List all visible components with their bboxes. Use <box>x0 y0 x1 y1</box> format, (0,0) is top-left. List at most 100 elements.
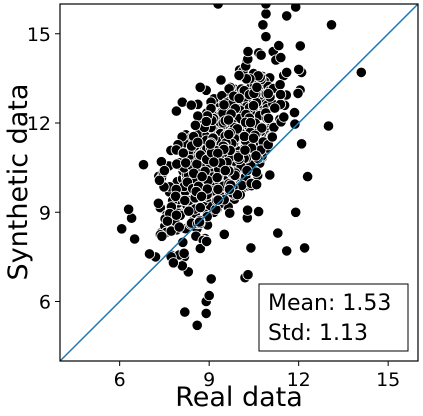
data-point <box>179 306 191 318</box>
data-point <box>196 171 208 183</box>
data-point <box>177 236 189 248</box>
data-point <box>152 197 164 209</box>
x-tick-label: 9 <box>203 369 215 391</box>
data-point <box>179 194 191 207</box>
data-point <box>274 88 287 101</box>
data-point <box>257 19 269 31</box>
data-point <box>194 81 206 93</box>
scatter-points <box>116 4 367 331</box>
data-point <box>200 307 212 319</box>
x-axis-ticks: 6 9 12 15 <box>114 361 400 391</box>
data-point <box>156 230 168 242</box>
data-point <box>143 248 156 260</box>
data-point <box>170 105 182 117</box>
data-point <box>180 157 192 169</box>
data-point <box>253 206 265 218</box>
stats-mean-label: Mean: 1.53 <box>268 291 391 316</box>
data-point <box>292 87 304 100</box>
data-point <box>223 183 236 195</box>
data-point <box>275 51 287 64</box>
data-point <box>251 81 263 93</box>
data-point <box>233 92 245 104</box>
data-point <box>295 138 308 150</box>
data-point <box>260 8 272 20</box>
data-point <box>233 69 245 82</box>
data-point <box>238 130 250 143</box>
data-point <box>170 209 182 221</box>
data-point <box>183 205 195 217</box>
data-point <box>294 40 306 52</box>
data-point <box>211 172 223 184</box>
data-point <box>242 204 254 216</box>
identity-reference-line <box>60 4 418 361</box>
data-point <box>242 45 254 58</box>
data-point <box>196 190 208 202</box>
data-point <box>251 179 263 191</box>
data-point <box>242 269 254 281</box>
data-point <box>116 223 128 235</box>
data-point <box>281 245 293 257</box>
data-point <box>219 165 231 177</box>
data-point <box>191 319 203 331</box>
data-point <box>256 122 268 134</box>
data-point <box>224 207 236 219</box>
x-tick-label: 6 <box>114 369 126 391</box>
data-point <box>203 289 215 302</box>
data-point <box>205 273 217 285</box>
data-point <box>218 99 230 111</box>
y-axis-title: Synthetic data <box>3 84 34 281</box>
data-point <box>241 165 253 177</box>
data-point <box>290 206 302 218</box>
data-point <box>250 150 262 162</box>
data-point <box>189 119 201 131</box>
data-point <box>272 227 284 239</box>
data-point <box>278 111 290 123</box>
y-tick-label: 6 <box>39 292 51 314</box>
y-tick-label: 12 <box>27 113 51 135</box>
data-point <box>260 4 272 10</box>
data-point <box>273 39 285 52</box>
data-point <box>129 233 141 245</box>
data-point <box>288 107 301 119</box>
data-point <box>208 156 220 168</box>
data-point <box>269 102 281 114</box>
data-point <box>212 183 224 195</box>
data-point <box>355 66 367 79</box>
data-point <box>200 115 212 128</box>
data-point <box>204 138 216 150</box>
data-point <box>215 74 227 86</box>
y-tick-label: 15 <box>27 24 51 46</box>
data-point <box>245 242 257 254</box>
data-point <box>123 203 135 215</box>
data-point <box>194 202 206 214</box>
x-tick-label: 12 <box>287 369 311 391</box>
data-point <box>194 242 206 255</box>
data-point <box>170 190 182 202</box>
data-point <box>244 117 257 129</box>
data-point <box>222 114 235 126</box>
data-point <box>262 88 274 100</box>
data-point <box>281 66 293 79</box>
data-point <box>322 120 335 132</box>
stats-annotation-box: Mean: 1.53 Std: 1.13 <box>258 283 409 352</box>
data-point <box>137 159 150 171</box>
data-point <box>290 4 302 13</box>
data-point <box>281 10 293 22</box>
data-point <box>293 63 305 76</box>
data-point <box>178 247 190 259</box>
data-point <box>298 242 311 254</box>
data-point <box>255 49 267 61</box>
data-point <box>325 19 338 31</box>
data-point <box>239 144 251 156</box>
data-point <box>301 171 314 183</box>
x-tick-label: 15 <box>376 369 400 391</box>
plot-frame <box>59 3 419 362</box>
data-point <box>161 215 173 227</box>
data-point <box>223 128 235 140</box>
data-point <box>173 221 185 233</box>
data-point <box>289 118 301 130</box>
data-point <box>185 99 197 111</box>
data-point <box>201 235 213 247</box>
data-point <box>153 174 166 186</box>
